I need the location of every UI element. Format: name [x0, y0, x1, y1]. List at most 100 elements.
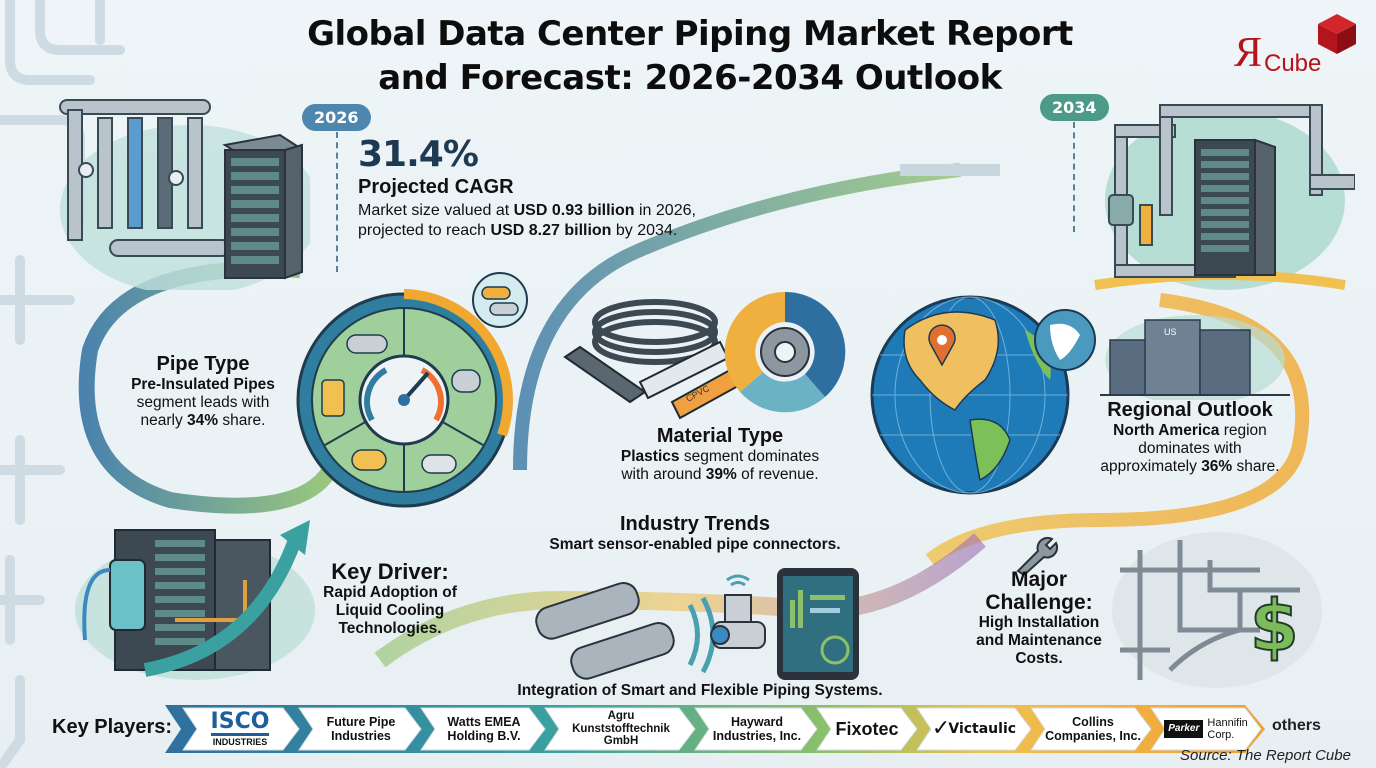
wifi-icon — [726, 574, 750, 587]
player-name: Hayward — [730, 715, 784, 729]
desc-text: of revenue. — [736, 466, 819, 483]
desc-text: share. — [218, 412, 266, 429]
key-player-collins: Collins Companies, Inc. — [1043, 705, 1143, 753]
cube-icon — [1318, 14, 1356, 54]
parker-logo: Parker — [1164, 720, 1204, 738]
player-name-sub: Kunststofftechnik — [572, 722, 670, 735]
industry-trends-subtitle: Smart sensor-enabled pipe connectors. — [549, 536, 841, 553]
data-center-buildings-illustration: US — [1100, 315, 1290, 400]
end-year-badge: 2034 — [1040, 94, 1109, 121]
logo-mark: R — [1234, 30, 1263, 76]
coiled-pipe — [592, 299, 718, 365]
location-pin-icon — [928, 324, 956, 367]
manifold-server-illustration — [59, 99, 310, 290]
regional-share: 36% — [1201, 458, 1233, 475]
desc-text: segment leads with — [136, 394, 270, 411]
logo-text: Cube — [1264, 50, 1322, 77]
player-name-sub: GmbH — [603, 735, 639, 748]
tablet-dashboard — [777, 568, 859, 680]
key-player-hayward: Hayward Industries, Inc. — [707, 705, 807, 753]
piping-server-2034-illustration — [1094, 104, 1355, 290]
smart-pipes-tablet-illustration — [535, 568, 859, 680]
desc-text: approximately — [1100, 458, 1202, 475]
start-year-badge: 2026 — [302, 104, 371, 131]
pipe-type-segment: Pre-Insulated Pipes — [131, 376, 275, 393]
parker-name: Hannifin Corp. — [1207, 717, 1247, 741]
player-name-sub: Industries, Inc. — [712, 729, 802, 743]
desc-text: by 2034. — [611, 222, 678, 239]
challenge-title-2: Challenge: — [985, 591, 1093, 614]
player-name-sub: Companies, Inc. — [1045, 729, 1141, 743]
player-name: Future Pipe — [326, 715, 396, 729]
report-cube-logo: R Cube — [1228, 10, 1358, 80]
key-players-chevron-bar — [165, 705, 1265, 753]
challenge-description: High Installation and Maintenance Costs. — [955, 614, 1123, 668]
server-rack — [222, 133, 303, 280]
material-pipes-donut-illustration: CPVC — [563, 291, 846, 420]
regional-description: North America region dominates with appr… — [1082, 422, 1298, 476]
pipe-type-section: Pipe Type Pre-Insulated Pipes segment le… — [98, 352, 308, 430]
key-driver-title: Key Driver: — [331, 559, 449, 584]
player-name: Fixotec — [835, 719, 899, 739]
timeline-dashed-line — [1073, 122, 1075, 232]
liquid-cooling-server-illustration — [75, 520, 315, 680]
victaulic-check-icon: ✓ — [931, 716, 951, 741]
player-name-sub: Corp. — [1207, 729, 1235, 741]
player-name: Agru — [607, 710, 635, 723]
desc-text: Costs. — [1015, 650, 1063, 667]
desc-text: projected to reach — [358, 222, 491, 239]
page-title: Global Data Center Piping Market Report … — [270, 12, 1110, 100]
pipe-room-cost-illustration: $ — [1112, 532, 1322, 688]
cagr-label: Projected CAGR — [358, 176, 514, 198]
dominant-region: North America — [1113, 422, 1220, 439]
key-players-others: others — [1272, 717, 1321, 734]
desc-text: in 2026, — [634, 202, 696, 219]
material-share: 39% — [705, 466, 737, 483]
cagr-block: 31.4% Projected CAGR Market size valued … — [358, 135, 738, 241]
material-donut-chart — [724, 291, 846, 413]
key-driver-section: Key Driver: Rapid Adoption of Liquid Coo… — [300, 560, 480, 638]
desc-text: share. — [1232, 458, 1280, 475]
challenge-title-1: Major — [1010, 568, 1067, 591]
industry-trends-footer: Integration of Smart and Flexible Piping… — [517, 682, 883, 699]
wrench-icon — [1016, 536, 1059, 575]
player-name: ISCO — [210, 708, 270, 736]
smart-connector — [710, 594, 766, 649]
title-line-1: Global Data Center Piping Market Report — [307, 14, 1073, 54]
player-name: Watts EMEA — [447, 715, 521, 729]
player-name-sub: INDUSTRIES — [212, 736, 268, 747]
growth-arrow-icon — [280, 520, 310, 555]
player-name-sub: Hannifin — [1207, 717, 1248, 729]
cagr-value: 31.4% — [358, 134, 479, 175]
pipe-type-title: Pipe Type — [156, 353, 250, 375]
source-citation: Source: The Report Cube — [1180, 747, 1351, 764]
end-market-value: USD 8.27 billion — [490, 222, 612, 239]
market-size-description: Market size valued at USD 0.93 billion i… — [358, 201, 738, 241]
regional-outlook-section: Regional Outlook North America region do… — [1082, 398, 1298, 476]
player-name: Victaulic — [948, 721, 1017, 737]
desc-text: High Installation — [978, 614, 1100, 631]
pipe-type-description: Pre-Insulated Pipes segment leads with n… — [98, 376, 308, 430]
key-player-victaulic: ✓ Victaulic — [929, 705, 1019, 753]
key-player-fixotec: Fixotec — [827, 705, 907, 753]
key-player-isco: ISCO INDUSTRIES — [195, 705, 285, 753]
pipe-type-share: 34% — [187, 412, 219, 429]
desc-text: dominates with — [1138, 440, 1242, 457]
major-challenge-section: Major Challenge: High Installation and M… — [955, 568, 1123, 668]
desc-text: nearly — [140, 412, 188, 429]
key-player-agru: Agru Kunststofftechnik GmbH — [557, 705, 685, 753]
desc-text: Rapid Adoption of — [323, 584, 457, 601]
desc-text: Market size valued at — [358, 202, 514, 219]
material-type-title: Material Type — [656, 425, 784, 447]
key-player-parker: Parker Hannifin Corp. — [1161, 705, 1251, 753]
pipe-type-gauge-wheel — [296, 272, 528, 508]
material-type-section: Material Type Plastics segment dominates… — [580, 424, 860, 484]
background-pipes-decoration — [0, 0, 125, 768]
key-player-watts: Watts EMEA Holding B.V. — [433, 705, 535, 753]
desc-text: Liquid Cooling — [335, 602, 445, 619]
industry-trends-title: Industry Trends — [619, 513, 771, 535]
player-name-sub: Industries — [331, 729, 391, 743]
desc-text: with around — [621, 466, 706, 483]
desc-text: Technologies. — [338, 620, 442, 637]
signal-waves-icon — [687, 596, 716, 674]
